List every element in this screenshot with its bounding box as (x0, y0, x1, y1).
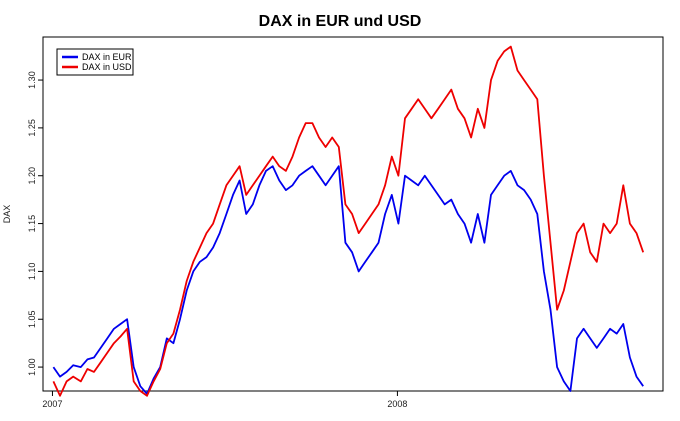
x-axis-ticks: 2007 2008 (42, 391, 407, 409)
plot-frame (42, 36, 664, 392)
y-axis-label: DAX (2, 205, 12, 224)
legend-label-eur: DAX in EUR (82, 52, 132, 62)
y-tick-label: 1.25 (27, 119, 37, 137)
legend-label-usd: DAX in USD (82, 62, 132, 72)
series-line-eur (52, 165, 644, 395)
y-tick-label: 1.15 (27, 215, 37, 233)
y-tick-label: 1.00 (27, 358, 37, 376)
legend-box (56, 48, 134, 76)
x-tick-label: 2007 (42, 399, 62, 409)
y-tick-label: 1.05 (27, 310, 37, 328)
y-tick-label: 1.20 (27, 167, 37, 185)
series-lines (52, 45, 645, 397)
chart-title: DAX in EUR und USD (259, 13, 422, 30)
y-tick-label: 1.30 (27, 71, 37, 89)
y-tick-label: 1.10 (27, 263, 37, 281)
x-tick-label: 2008 (387, 399, 407, 409)
y-axis-ticks: 1.00 1.05 1.10 1.15 1.20 1.25 1.30 (27, 71, 43, 376)
legend: DAX in EUR DAX in USD (56, 48, 134, 76)
series-line-usd (52, 45, 645, 397)
